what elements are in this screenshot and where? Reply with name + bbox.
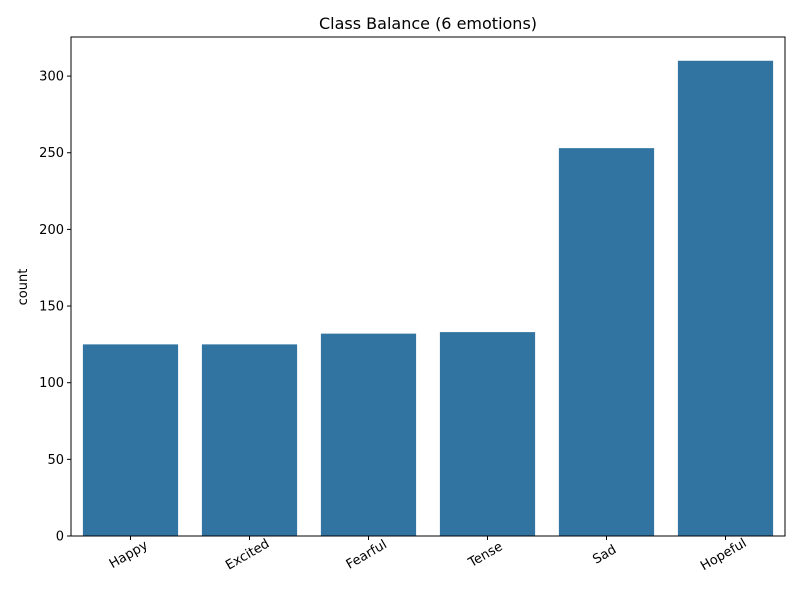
- x-tick-label: Happy: [107, 538, 151, 572]
- bar-hopeful: [677, 60, 774, 537]
- bar-sad: [558, 148, 655, 536]
- x-tick-label: Tense: [465, 539, 505, 571]
- y-tick-label: 0: [56, 530, 64, 545]
- y-tick-label: 50: [47, 453, 64, 468]
- y-tick-label: 100: [39, 376, 64, 391]
- bar-happy: [82, 344, 179, 536]
- y-tick-label: 300: [39, 70, 64, 85]
- y-axis-ticks: 0 50 100 150 200 250 300: [39, 70, 71, 545]
- chart-title: Class Balance (6 emotions): [319, 14, 537, 33]
- x-tick-label: Hopeful: [698, 536, 749, 574]
- bars-group: [82, 60, 774, 537]
- bar-excited: [201, 344, 298, 536]
- y-tick-label: 250: [39, 146, 64, 161]
- x-tick-label: Fearful: [344, 537, 390, 572]
- plot-frame: [70, 36, 786, 537]
- y-tick-label: 200: [39, 223, 64, 238]
- x-tick-label: Excited: [223, 537, 272, 574]
- bar-tense: [439, 332, 536, 536]
- y-axis-label: count: [16, 269, 31, 306]
- bar-fearful: [320, 333, 417, 536]
- y-tick-label: 150: [39, 300, 64, 315]
- x-axis-ticks: Happy Excited Fearful Tense Sad Hopeful: [107, 536, 749, 574]
- x-tick-label: Sad: [590, 542, 619, 567]
